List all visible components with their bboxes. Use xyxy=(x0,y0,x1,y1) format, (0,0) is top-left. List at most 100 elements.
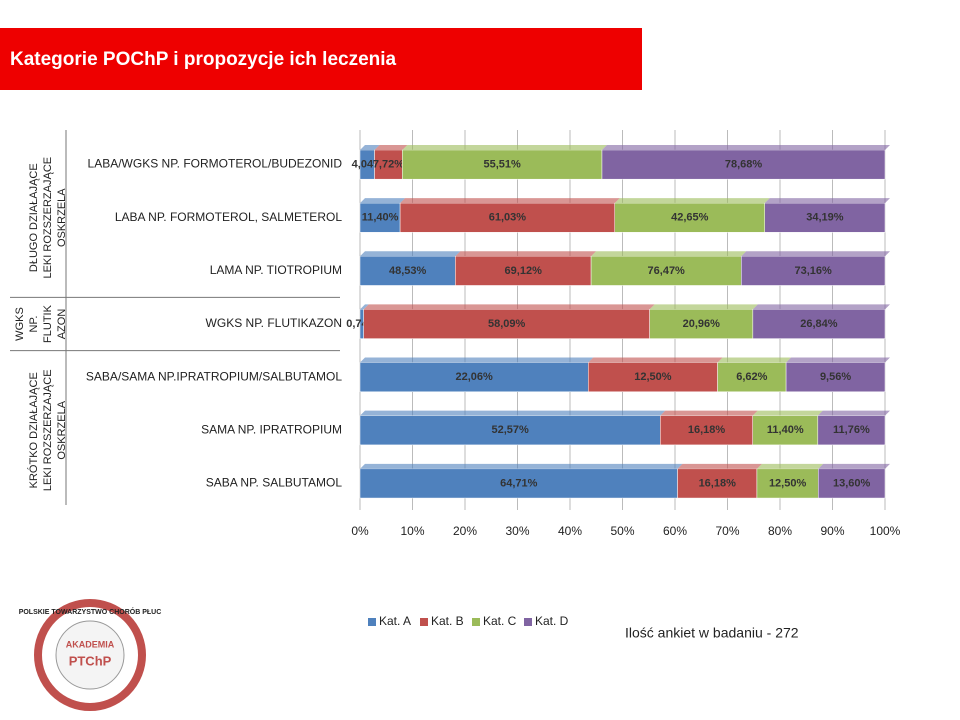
legend-swatch xyxy=(524,618,532,626)
value-label: 69,12% xyxy=(505,265,543,277)
group-label: LEKI ROZSZERZAJĄCE xyxy=(42,157,54,279)
logo-top: AKADEMIA xyxy=(66,639,115,649)
value-label: 6,62% xyxy=(736,371,767,383)
legend-label: Kat. D xyxy=(535,614,569,628)
bar-segment xyxy=(660,415,753,446)
bar-top xyxy=(402,144,607,150)
value-label: 55,51% xyxy=(483,158,521,170)
value-label: 11,40% xyxy=(362,212,399,224)
value-label: 76,47% xyxy=(648,265,686,277)
x-tick-label: 10% xyxy=(400,524,424,538)
logo-main: PTChP xyxy=(69,653,112,668)
bar-segment xyxy=(363,309,650,339)
value-label: 9,56% xyxy=(820,371,851,383)
legend-label: Kat. B xyxy=(431,614,464,628)
title-bar xyxy=(0,28,642,90)
bar-top xyxy=(360,410,666,416)
bar-segment xyxy=(399,202,615,233)
bar-top xyxy=(588,357,723,363)
bar-segment xyxy=(359,255,456,286)
group-label: KRÓTKO DZIAŁAJĄCE xyxy=(27,372,40,488)
bar-top xyxy=(649,304,758,310)
y-tick-label: SAMA NP. IPRATROPIUM xyxy=(201,422,342,436)
bar-top xyxy=(374,144,408,150)
bar-segment xyxy=(785,362,886,393)
y-tick-label: LAMA NP. TIOTROPIUM xyxy=(210,263,342,277)
note: Ilość ankiet w badaniu - 272 xyxy=(625,625,799,641)
value-label: 48,53% xyxy=(389,265,427,277)
bar-segment xyxy=(614,202,765,233)
bar-segment xyxy=(359,362,589,393)
value-label: 34,19% xyxy=(806,212,844,224)
x-tick-label: 30% xyxy=(505,524,529,538)
bar-top xyxy=(455,251,597,257)
bar-top xyxy=(363,304,655,310)
legend-label: Kat. A xyxy=(379,614,411,628)
x-tick-label: 100% xyxy=(870,524,901,538)
bar-top xyxy=(660,410,758,416)
value-label: 12,50% xyxy=(769,477,807,489)
bar-segment xyxy=(359,468,678,499)
bar-top xyxy=(360,357,594,363)
y-tick-label: WGKS NP. FLUTIKAZON xyxy=(206,316,342,330)
group-label: AZON xyxy=(56,309,68,340)
bar-segment xyxy=(764,202,886,233)
bar-top xyxy=(360,251,461,257)
bar-top xyxy=(818,463,890,469)
group-label: OSKRZELA xyxy=(56,188,68,247)
y-tick-label: SABA/SAMA NP.IPRATROPIUM/SALBUTAMOL xyxy=(86,369,342,383)
x-tick-label: 40% xyxy=(558,524,582,538)
bar-top xyxy=(677,463,762,469)
bar-segment xyxy=(374,149,403,180)
legend-swatch xyxy=(420,618,428,626)
bar-top xyxy=(360,304,369,310)
value-label: 11,40% xyxy=(767,424,804,436)
bar-top xyxy=(601,144,890,150)
bar-segment xyxy=(756,468,819,499)
bar-top xyxy=(360,144,380,150)
bar-top xyxy=(786,357,890,363)
group-label: DŁUGO DZIAŁAJĄCE xyxy=(28,163,40,272)
value-label: 42,65% xyxy=(671,212,709,224)
value-label: 20,96% xyxy=(683,318,721,330)
bar-top xyxy=(360,198,406,204)
bar-segment xyxy=(588,362,718,393)
bar-top xyxy=(764,198,890,204)
value-label: 7,72% xyxy=(373,158,404,170)
value-label: 61,03% xyxy=(489,212,527,224)
bar-top xyxy=(756,463,824,469)
y-tick-label: LABA NP. FORMOTEROL, SALMETEROL xyxy=(115,210,343,224)
value-label: 64,71% xyxy=(500,477,538,489)
logo-core xyxy=(55,620,125,690)
bar-top xyxy=(741,251,890,257)
x-tick-label: 90% xyxy=(820,524,844,538)
group-label: OSKRZELA xyxy=(56,400,68,459)
group-label: NP. xyxy=(28,316,40,333)
x-tick-label: 70% xyxy=(715,524,739,538)
value-label: 78,68% xyxy=(725,158,763,170)
x-tick-label: 50% xyxy=(610,524,634,538)
bar-top xyxy=(591,251,747,257)
value-label: 52,57% xyxy=(491,424,529,436)
value-label: 13,60% xyxy=(833,477,871,489)
logo-ring-text: POLSKIE TOWARZYSTWO CHORÓB PŁUC xyxy=(19,607,162,616)
value-label: 16,18% xyxy=(688,424,726,436)
group-label: LEKI ROZSZERZAJĄCE xyxy=(42,369,54,491)
bar-segment xyxy=(359,415,661,446)
bar-segment xyxy=(455,255,592,286)
bar-segment xyxy=(677,468,758,499)
bar-segment xyxy=(402,149,603,180)
bar-segment xyxy=(359,202,401,233)
legend-swatch xyxy=(472,618,480,626)
y-tick-label: SABA NP. SALBUTAMOL xyxy=(206,476,343,490)
bar-top xyxy=(717,357,792,363)
value-label: 16,18% xyxy=(699,477,737,489)
bar-top xyxy=(817,410,890,416)
group-label: WGKS xyxy=(14,307,26,341)
x-tick-label: 80% xyxy=(768,524,792,538)
bar-top xyxy=(752,410,823,416)
x-tick-label: 0% xyxy=(351,524,369,538)
x-tick-label: 60% xyxy=(663,524,687,538)
value-label: 26,84% xyxy=(800,318,838,330)
